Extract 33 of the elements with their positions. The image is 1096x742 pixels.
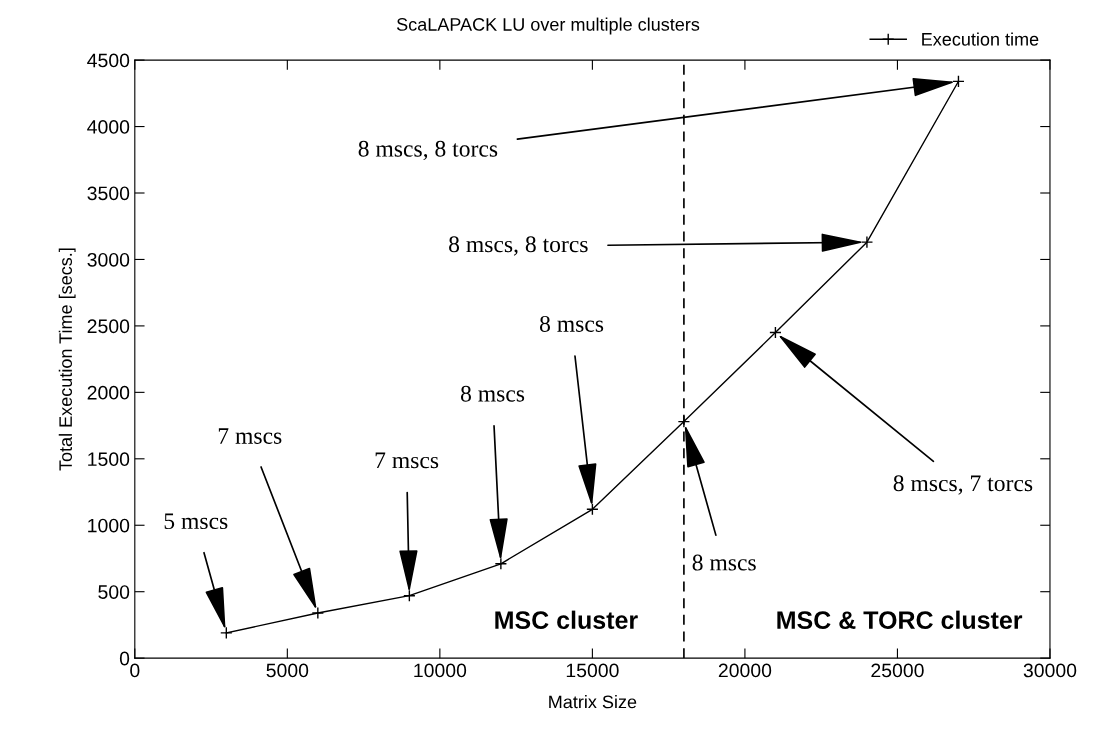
- x-tick-label: 20000: [718, 663, 772, 678]
- annotation: MSC cluster: [495, 610, 638, 629]
- y-tick-label: 1500: [88, 452, 130, 467]
- y-tick-label: 3000: [87, 252, 130, 267]
- point: [769, 326, 782, 339]
- annotation: 5 mscs: [164, 513, 228, 530]
- y-tick-label: 4000: [87, 120, 130, 134]
- x-tick-label: 15000: [566, 663, 619, 678]
- chart-title: ScaLAPACK LU over multiple clusters: [396, 17, 700, 35]
- y-tick-label: 500: [98, 585, 130, 599]
- annotation: 8 mscs, 8 torcs: [449, 236, 588, 256]
- x-tick-label: 0: [130, 663, 140, 678]
- x-tick-label: 5000: [266, 663, 309, 678]
- annotation: 8 mscs, 7 torcs: [893, 475, 1033, 495]
- annotation: 7 mscs: [375, 452, 439, 469]
- x-tick-label: 10000: [414, 663, 467, 678]
- x-tick-label: 25000: [871, 663, 924, 678]
- y-tick-label: 2000: [87, 385, 130, 400]
- annotation: 7 mscs: [218, 428, 282, 444]
- annotation: 8 mscs, 8 torcs: [358, 140, 498, 161]
- annotation: 8 mscs: [692, 554, 756, 571]
- y-tick-label: 2500: [87, 319, 130, 334]
- y-axis-title: Total Execution Time [secs.]: [58, 248, 76, 471]
- annotation: MSC & TORC cluster: [777, 610, 1023, 629]
- y-tick-label: 4500: [87, 53, 130, 68]
- annotation: 8 mscs: [539, 315, 604, 332]
- y-tick-label: 3500: [87, 186, 130, 201]
- x-axis-title: Matrix Size: [549, 695, 637, 709]
- legend-label: Execution time: [922, 32, 1039, 46]
- y-tick-label: 1000: [88, 518, 130, 533]
- y-tick-label: 0: [119, 651, 130, 666]
- x-tick-label: 30000: [1023, 663, 1077, 678]
- annotation: 8 mscs: [460, 385, 525, 402]
